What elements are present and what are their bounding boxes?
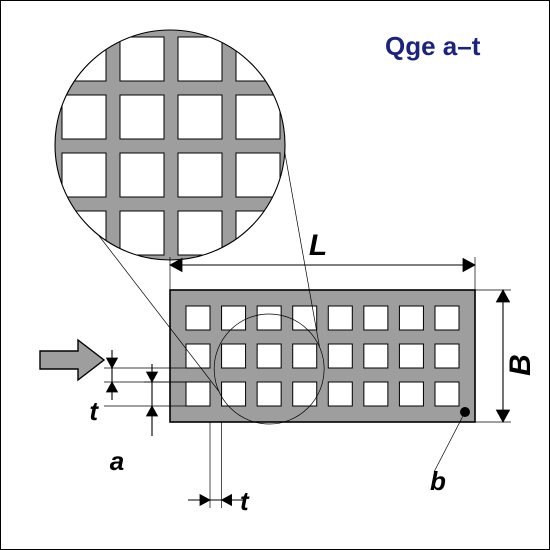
title: Qge a–t <box>385 31 481 61</box>
plate-hole <box>222 306 246 330</box>
plate-hole <box>328 306 352 330</box>
plate-hole <box>364 306 388 330</box>
plate-hole <box>399 382 423 406</box>
plate-hole <box>364 382 388 406</box>
plate-hole <box>222 344 246 368</box>
plate-hole <box>186 306 210 330</box>
dim-a-label: a <box>110 446 124 476</box>
plate-hole <box>435 306 459 330</box>
plate-hole <box>364 344 388 368</box>
plate-hole <box>399 344 423 368</box>
plate-hole <box>435 344 459 368</box>
dim-L-label: L <box>309 229 327 262</box>
plate-hole <box>399 306 423 330</box>
dim-t-horiz-label: t <box>240 486 250 516</box>
plate-hole <box>257 306 281 330</box>
plate-hole <box>328 382 352 406</box>
plate-hole <box>257 344 281 368</box>
plate-hole <box>186 382 210 406</box>
direction-arrow <box>40 340 104 380</box>
dim-b-label: b <box>430 466 446 496</box>
plate-hole <box>293 344 317 368</box>
plate-hole <box>328 344 352 368</box>
dim-t-vert-label: t <box>89 396 99 426</box>
plate-hole <box>435 382 459 406</box>
magnifier-content <box>4 0 338 313</box>
plate-hole <box>257 382 281 406</box>
dim-B-label: B <box>504 354 537 376</box>
